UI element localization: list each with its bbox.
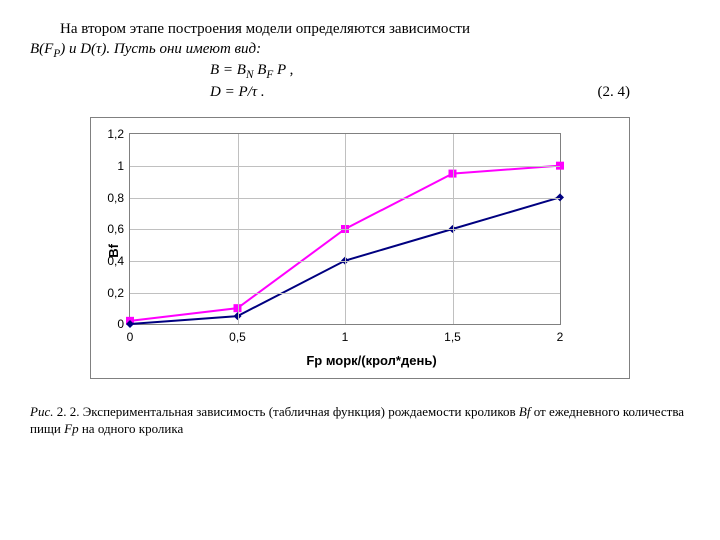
caption-var1: Bf	[519, 404, 531, 419]
xtick-label: 1	[342, 324, 349, 344]
gridline-v	[345, 134, 346, 324]
xtick-label: 1,5	[444, 324, 461, 344]
caption-text: Экспериментальная зависимость (табличная…	[83, 404, 519, 419]
caption-prefix: Рис.	[30, 404, 53, 419]
figure-caption: Рис. 2. 2. Экспериментальная зависимость…	[30, 404, 690, 438]
caption-var2: Fp	[64, 421, 78, 436]
ytick-label: 0,8	[107, 191, 130, 205]
ytick-label: 1	[117, 159, 130, 173]
ytick-label: 0,6	[107, 222, 130, 236]
xtick-label: 2	[557, 324, 564, 344]
ytick-label: 0,4	[107, 254, 130, 268]
chart-container: Bf 00,20,40,60,811,200,511,52 Fp морк/(к…	[90, 117, 630, 379]
eq1-a: B = B	[210, 62, 246, 78]
eq1-d: ,	[290, 62, 294, 78]
eq1-b: B	[253, 62, 266, 78]
plot-area: 00,20,40,60,811,200,511,52	[129, 133, 561, 325]
eq2: D = P/τ .	[210, 84, 265, 100]
gridline-v	[238, 134, 239, 324]
ytick-label: 1,2	[107, 127, 130, 141]
intro-line1: На втором этапе построения модели опреде…	[60, 21, 470, 37]
equation-1: B = BN BF P ,	[30, 61, 690, 83]
xtick-label: 0,5	[229, 324, 246, 344]
eq-num: (2. 4)	[598, 84, 631, 100]
ytick-label: 0,2	[107, 286, 130, 300]
intro-text: На втором этапе построения модели опреде…	[30, 20, 690, 102]
xtick-label: 0	[127, 324, 134, 344]
equation-2-row: D = P/τ . (2. 4)	[30, 83, 690, 103]
x-axis-label: Fp морк/(крол*день)	[129, 325, 614, 368]
intro-line2b: ) и D(τ). Пусть они имеют вид:	[60, 41, 261, 57]
eq1-c: P	[273, 62, 289, 78]
caption-text3: на одного кролика	[79, 421, 184, 436]
gridline-v	[453, 134, 454, 324]
caption-num: 2. 2.	[53, 404, 82, 419]
intro-line2a: B(F	[30, 41, 53, 57]
